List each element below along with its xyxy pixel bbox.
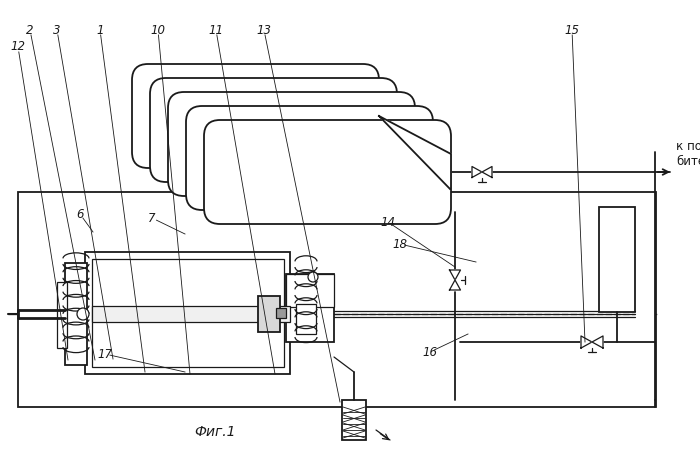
- Text: Фиг.1: Фиг.1: [195, 425, 236, 439]
- Text: 13: 13: [256, 24, 272, 36]
- Polygon shape: [379, 116, 451, 190]
- FancyBboxPatch shape: [150, 78, 397, 182]
- Polygon shape: [449, 270, 461, 280]
- Text: 3: 3: [53, 24, 61, 36]
- FancyBboxPatch shape: [186, 106, 433, 210]
- Circle shape: [308, 272, 318, 282]
- Polygon shape: [482, 166, 492, 177]
- Polygon shape: [472, 166, 482, 177]
- Text: 6: 6: [76, 207, 84, 220]
- FancyBboxPatch shape: [168, 92, 415, 196]
- Text: 16: 16: [423, 346, 438, 359]
- Text: 2: 2: [27, 24, 34, 36]
- Text: 12: 12: [10, 41, 25, 54]
- Bar: [276, 308, 286, 318]
- Bar: [342, 400, 366, 440]
- Text: 17: 17: [97, 347, 113, 360]
- Polygon shape: [581, 336, 592, 348]
- Bar: [296, 304, 316, 334]
- Text: 14: 14: [381, 215, 395, 229]
- Bar: [258, 296, 280, 332]
- Bar: [92, 306, 290, 322]
- Bar: [286, 274, 334, 342]
- Bar: [92, 259, 284, 367]
- Bar: [65, 263, 87, 365]
- FancyBboxPatch shape: [132, 64, 379, 168]
- Circle shape: [77, 308, 89, 320]
- Polygon shape: [592, 336, 603, 348]
- Text: 18: 18: [393, 237, 407, 250]
- Text: 10: 10: [150, 24, 165, 36]
- Bar: [57, 282, 67, 348]
- FancyBboxPatch shape: [204, 120, 451, 224]
- Bar: [599, 207, 635, 312]
- Bar: [18, 192, 656, 407]
- Polygon shape: [449, 280, 461, 290]
- Text: к потре-
бителям: к потре- бителям: [676, 140, 700, 168]
- Bar: [85, 252, 290, 374]
- Bar: [286, 274, 334, 307]
- Text: 15: 15: [564, 24, 580, 36]
- Text: 1: 1: [97, 24, 104, 36]
- Text: 7: 7: [148, 212, 155, 225]
- Text: 11: 11: [209, 24, 223, 36]
